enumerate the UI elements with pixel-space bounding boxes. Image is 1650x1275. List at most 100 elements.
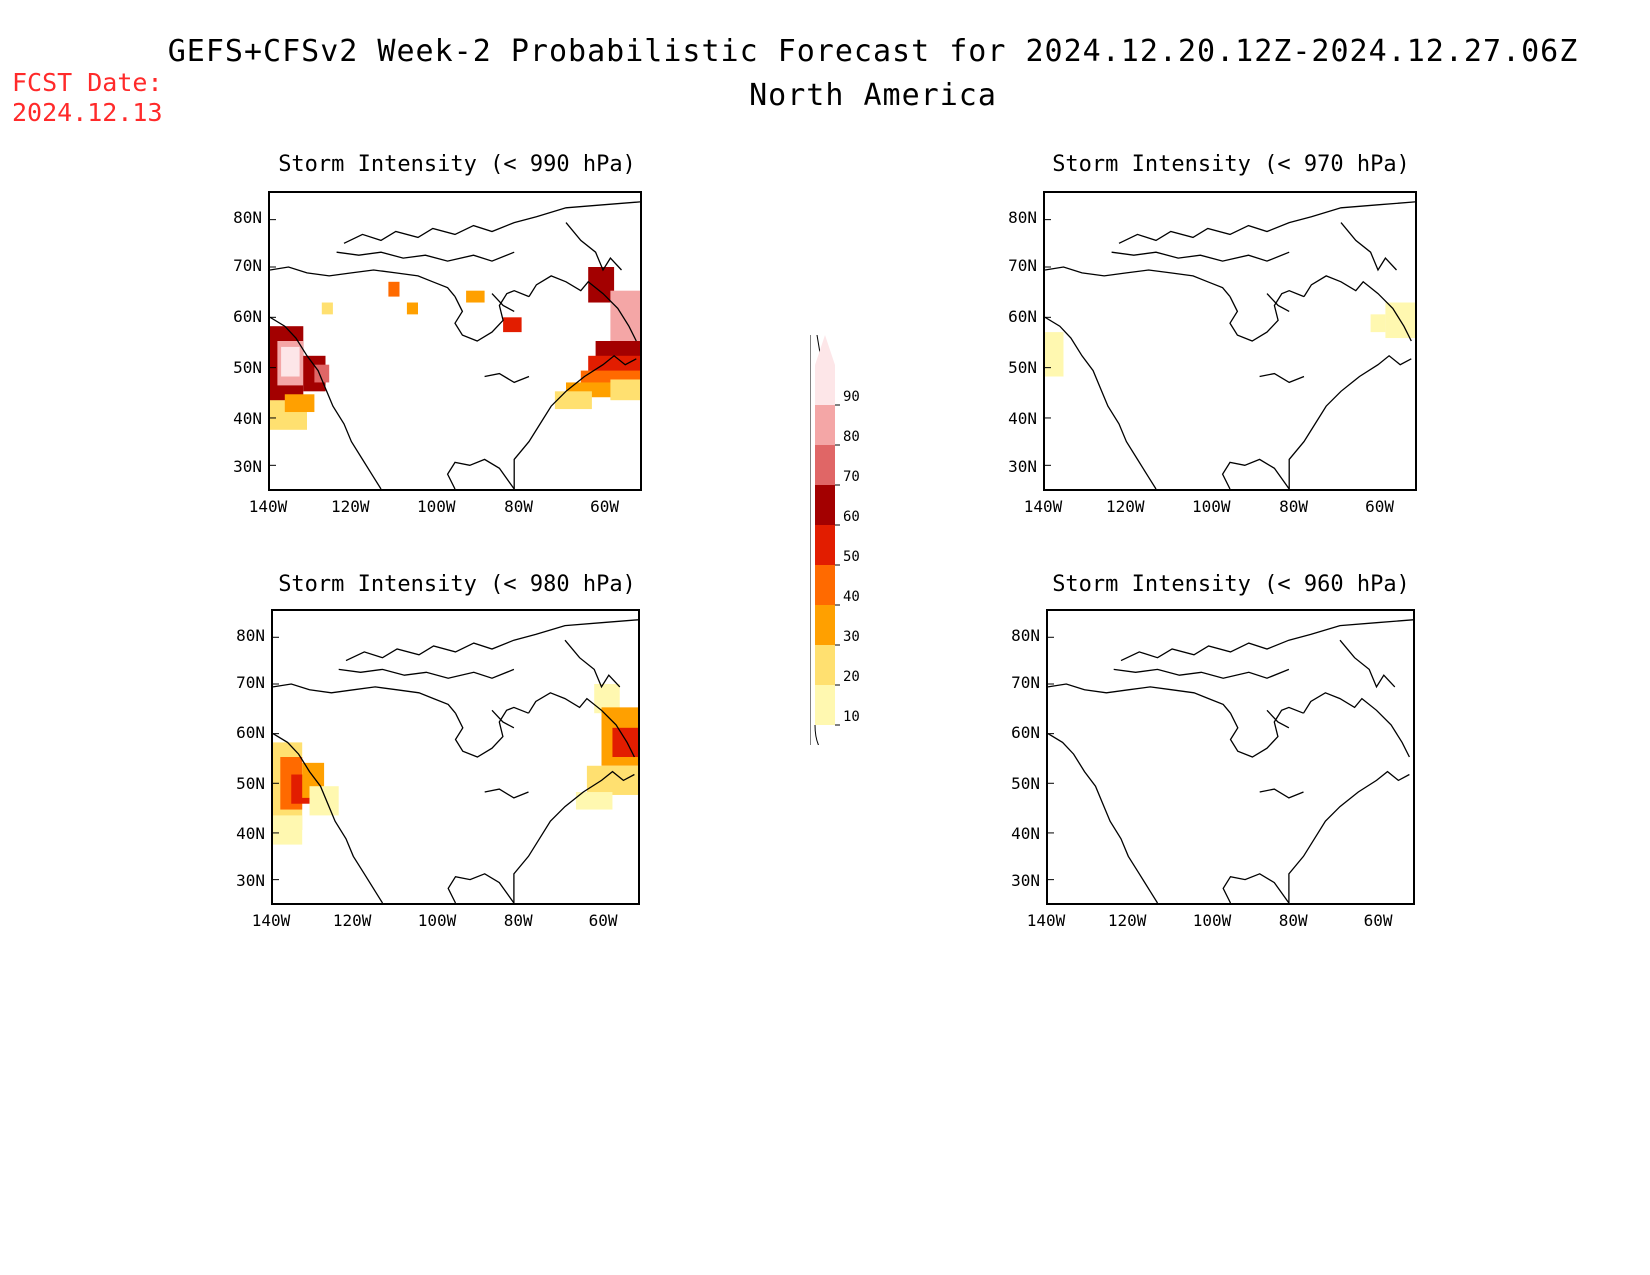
coastline — [1288, 770, 1410, 903]
lat-tick-label: 70N — [233, 256, 262, 275]
coastline — [273, 733, 384, 903]
probability-cell — [309, 786, 339, 816]
map-panel-980 — [271, 609, 640, 905]
lon-tick-label: 60W — [590, 497, 620, 516]
lon-tick-label: 80W — [1278, 911, 1308, 930]
lon-tick-label: 80W — [504, 497, 534, 516]
lon-tick-label: 140W — [1026, 911, 1066, 930]
lon-tick-label: 140W — [1023, 497, 1063, 516]
coastline — [1229, 290, 1305, 342]
lat-tick-label: 60N — [1011, 723, 1040, 743]
lon-tick-label: 100W — [417, 911, 457, 930]
lat-tick-label: 70N — [1011, 673, 1040, 692]
map-svg-p960 — [1048, 619, 1413, 903]
panel-title-970: Storm Intensity (< 970 hPa) — [1052, 152, 1410, 177]
coastline — [338, 668, 515, 679]
panel-title-990: Storm Intensity (< 990 hPa) — [278, 152, 636, 177]
probability-cell — [588, 355, 640, 374]
colorbar-top-triangle — [815, 335, 835, 365]
probability-cell — [1370, 314, 1386, 333]
probability-cell — [321, 302, 333, 315]
lat-tick-label: 70N — [236, 673, 265, 692]
lat-tick-label: 30N — [1008, 457, 1037, 476]
lon-tick-label: 60W — [1365, 497, 1395, 516]
colorbar-label: 60 — [843, 509, 860, 525]
lat-tick-label: 70N — [1008, 256, 1037, 275]
coastline — [1113, 668, 1290, 679]
colorbar-label: 70 — [843, 469, 860, 485]
lon-tick-label: 140W — [251, 911, 291, 930]
coastline — [454, 706, 529, 758]
map-panel-960 — [1046, 609, 1415, 905]
coastline — [270, 316, 382, 489]
coastline — [454, 290, 530, 342]
coastline — [270, 266, 456, 298]
lon-tick-label: 120W — [1107, 911, 1147, 930]
colorbar-label: 20 — [843, 669, 860, 685]
coastline — [345, 619, 638, 662]
colorbar-label: 10 — [843, 709, 860, 725]
lat-tick-label: 50N — [1011, 773, 1040, 793]
map-svg-p990 — [270, 201, 640, 489]
lat-tick-label: 60N — [233, 307, 262, 326]
coastline — [1340, 222, 1397, 272]
lon-tick-label: 80W — [503, 911, 533, 930]
panel-title-980: Storm Intensity (< 980 hPa) — [278, 572, 636, 597]
colorbar-swatch — [815, 365, 835, 405]
colorbar-swatch — [815, 525, 835, 565]
coastline — [1266, 293, 1290, 312]
probability-cell — [575, 792, 613, 810]
lat-tick-label: 30N — [233, 457, 262, 476]
lat-tick-label: 50N — [233, 358, 262, 377]
lat-tick-label: 50N — [236, 773, 265, 793]
lat-tick-label: 50N — [1008, 358, 1037, 377]
coastline — [1259, 788, 1304, 799]
coastline — [273, 683, 457, 714]
colorbar-swatch — [815, 605, 835, 645]
lat-tick-label: 60N — [236, 723, 265, 743]
colorbar-swatch — [815, 485, 835, 525]
coastline — [1118, 201, 1415, 244]
fcst-date-label: FCST Date: — [12, 68, 163, 97]
coastline — [336, 251, 515, 262]
lat-tick-label: 40N — [1008, 409, 1037, 428]
lat-tick-label: 80N — [1008, 208, 1037, 227]
colorbar-bottom-edge — [814, 724, 820, 745]
coastline — [1303, 275, 1412, 342]
coastline — [1266, 709, 1290, 729]
lat-tick-label: 30N — [236, 871, 265, 891]
coastline — [1302, 692, 1410, 758]
coastline — [1045, 266, 1231, 298]
subtitle: North America — [749, 78, 997, 113]
coastline — [1045, 316, 1157, 489]
coastline — [447, 873, 515, 903]
colorbar-label: 80 — [843, 429, 860, 445]
coastline — [513, 770, 635, 903]
coastline — [484, 372, 530, 384]
coastline — [565, 222, 622, 272]
lon-tick-label: 60W — [588, 911, 618, 930]
probability-cell — [466, 290, 485, 303]
lon-tick-label: 80W — [1279, 497, 1309, 516]
coastline — [1288, 354, 1412, 489]
probability-cell — [586, 765, 638, 795]
probability-cell — [273, 815, 303, 845]
probability-cell — [612, 727, 638, 757]
lon-tick-label: 100W — [417, 497, 456, 516]
coastline — [491, 293, 515, 312]
probability-cell — [554, 391, 592, 410]
colorbar-label: 90 — [843, 389, 860, 405]
coastline — [564, 639, 621, 689]
lon-tick-label: 120W — [331, 497, 370, 516]
map-panel-970 — [1043, 191, 1417, 491]
colorbar-swatch — [815, 405, 835, 445]
probability-cell — [1045, 332, 1064, 377]
fcst-date-value: 2024.12.13 — [12, 98, 163, 127]
lon-tick-label: 100W — [1192, 911, 1232, 930]
colorbar-swatch — [815, 645, 835, 685]
map-svg-p980 — [273, 619, 638, 903]
lat-tick-label: 60N — [1008, 307, 1037, 326]
colorbar-label: 30 — [843, 629, 860, 645]
probability-cell — [284, 394, 315, 413]
colorbar-label: 40 — [843, 589, 860, 605]
